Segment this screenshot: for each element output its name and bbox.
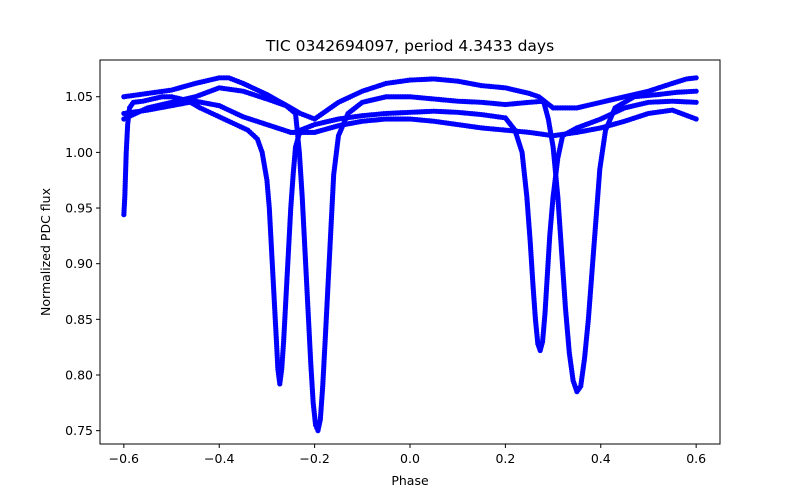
- x-tick-label: −0.4: [204, 451, 234, 466]
- y-tick-label: 0.95: [65, 201, 93, 216]
- data-point: [693, 116, 699, 122]
- data-point: [693, 99, 699, 105]
- y-tick-label: 0.85: [65, 312, 93, 327]
- x-tick-label: 0.4: [591, 451, 611, 466]
- x-tick-label: −0.2: [299, 451, 329, 466]
- y-tick-label: 1.05: [65, 89, 93, 104]
- y-tick-label: 0.75: [65, 423, 93, 438]
- x-tick-label: 0.2: [495, 451, 515, 466]
- x-axis-label: Phase: [391, 473, 429, 488]
- x-tick-label: 0.0: [400, 451, 420, 466]
- data-point: [693, 75, 699, 81]
- x-tick-label: −0.6: [109, 451, 139, 466]
- data-point: [693, 88, 699, 94]
- chart-title: TIC 0342694097, period 4.3433 days: [265, 37, 554, 55]
- y-tick-label: 0.90: [65, 256, 93, 271]
- data-points-layer: [121, 75, 699, 434]
- y-tick-label: 1.00: [65, 145, 93, 160]
- y-axis-ticks: 0.75 0.80 0.85 0.90 0.95 1.00 1.05: [65, 89, 100, 438]
- y-tick-label: 0.80: [65, 367, 93, 382]
- x-axis-ticks: −0.6 −0.4 −0.2 0.0 0.2 0.4 0.6: [109, 444, 706, 466]
- x-tick-label: 0.6: [686, 451, 706, 466]
- y-axis-label: Normalized PDC flux: [38, 188, 53, 316]
